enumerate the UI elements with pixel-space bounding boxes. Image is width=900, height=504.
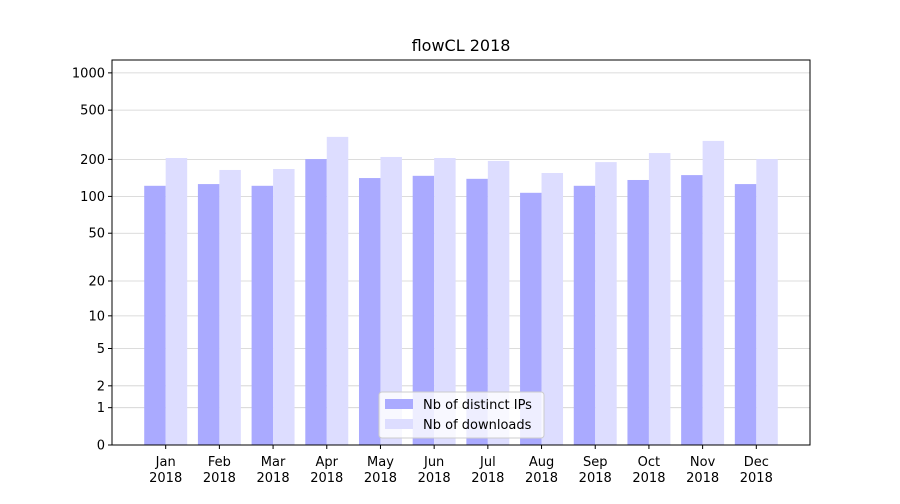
bar bbox=[412, 175, 435, 445]
y-tick-label: 20 bbox=[88, 275, 105, 290]
x-tick-label: Apr 2018 bbox=[310, 455, 343, 486]
legend-label: Nb of distinct IPs bbox=[423, 398, 532, 413]
bar bbox=[648, 153, 671, 445]
x-tick-label: Dec 2018 bbox=[740, 455, 773, 486]
x-tick-label: Nov 2018 bbox=[686, 455, 719, 486]
legend-label: Nb of downloads bbox=[423, 418, 532, 433]
bar bbox=[627, 179, 649, 445]
y-tick-label: 5 bbox=[97, 342, 105, 357]
bar bbox=[487, 160, 510, 446]
y-tick-label: 1000 bbox=[72, 66, 105, 81]
x-tick-label: Feb 2018 bbox=[203, 455, 236, 486]
y-tick-label: 10 bbox=[88, 309, 105, 324]
bar bbox=[197, 184, 220, 446]
x-tick-label: Oct 2018 bbox=[632, 455, 665, 486]
x-tick-label: May 2018 bbox=[364, 455, 397, 486]
bar bbox=[144, 185, 166, 446]
y-tick-label: 1 bbox=[97, 401, 105, 416]
legend-swatch bbox=[385, 419, 413, 429]
x-tick-label: Sep 2018 bbox=[579, 455, 612, 486]
bar bbox=[520, 192, 542, 445]
bar bbox=[165, 158, 188, 445]
bar bbox=[573, 185, 596, 446]
bar bbox=[305, 159, 327, 445]
bar bbox=[681, 175, 703, 445]
bar bbox=[734, 184, 757, 446]
plot-frame bbox=[111, 59, 811, 446]
y-tick-label: 2 bbox=[97, 379, 105, 394]
bar bbox=[326, 136, 349, 445]
bar bbox=[380, 156, 402, 445]
x-tick-label: Aug 2018 bbox=[525, 455, 558, 486]
y-tick-label: 200 bbox=[80, 153, 105, 168]
legend-box bbox=[378, 391, 545, 439]
y-tick-label: 0 bbox=[97, 439, 105, 454]
bar bbox=[702, 140, 725, 446]
x-tick-label: Mar 2018 bbox=[257, 455, 290, 486]
legend-swatch bbox=[385, 399, 413, 409]
bar bbox=[756, 159, 778, 445]
bar bbox=[595, 162, 617, 446]
x-tick-label: Jan 2018 bbox=[149, 455, 182, 486]
x-tick-label: Jul 2018 bbox=[471, 455, 504, 486]
bar bbox=[434, 158, 456, 445]
bar bbox=[219, 169, 241, 446]
x-tick-label: Jun 2018 bbox=[418, 455, 451, 486]
y-tick-label: 50 bbox=[88, 227, 105, 242]
bar bbox=[358, 178, 381, 446]
y-tick-label: 500 bbox=[80, 104, 105, 119]
chart-title: flowCL 2018 bbox=[412, 36, 511, 55]
bar bbox=[251, 185, 274, 446]
bar bbox=[466, 178, 488, 446]
bar bbox=[273, 169, 295, 445]
bar bbox=[541, 172, 564, 445]
y-tick-label: 100 bbox=[80, 190, 105, 205]
